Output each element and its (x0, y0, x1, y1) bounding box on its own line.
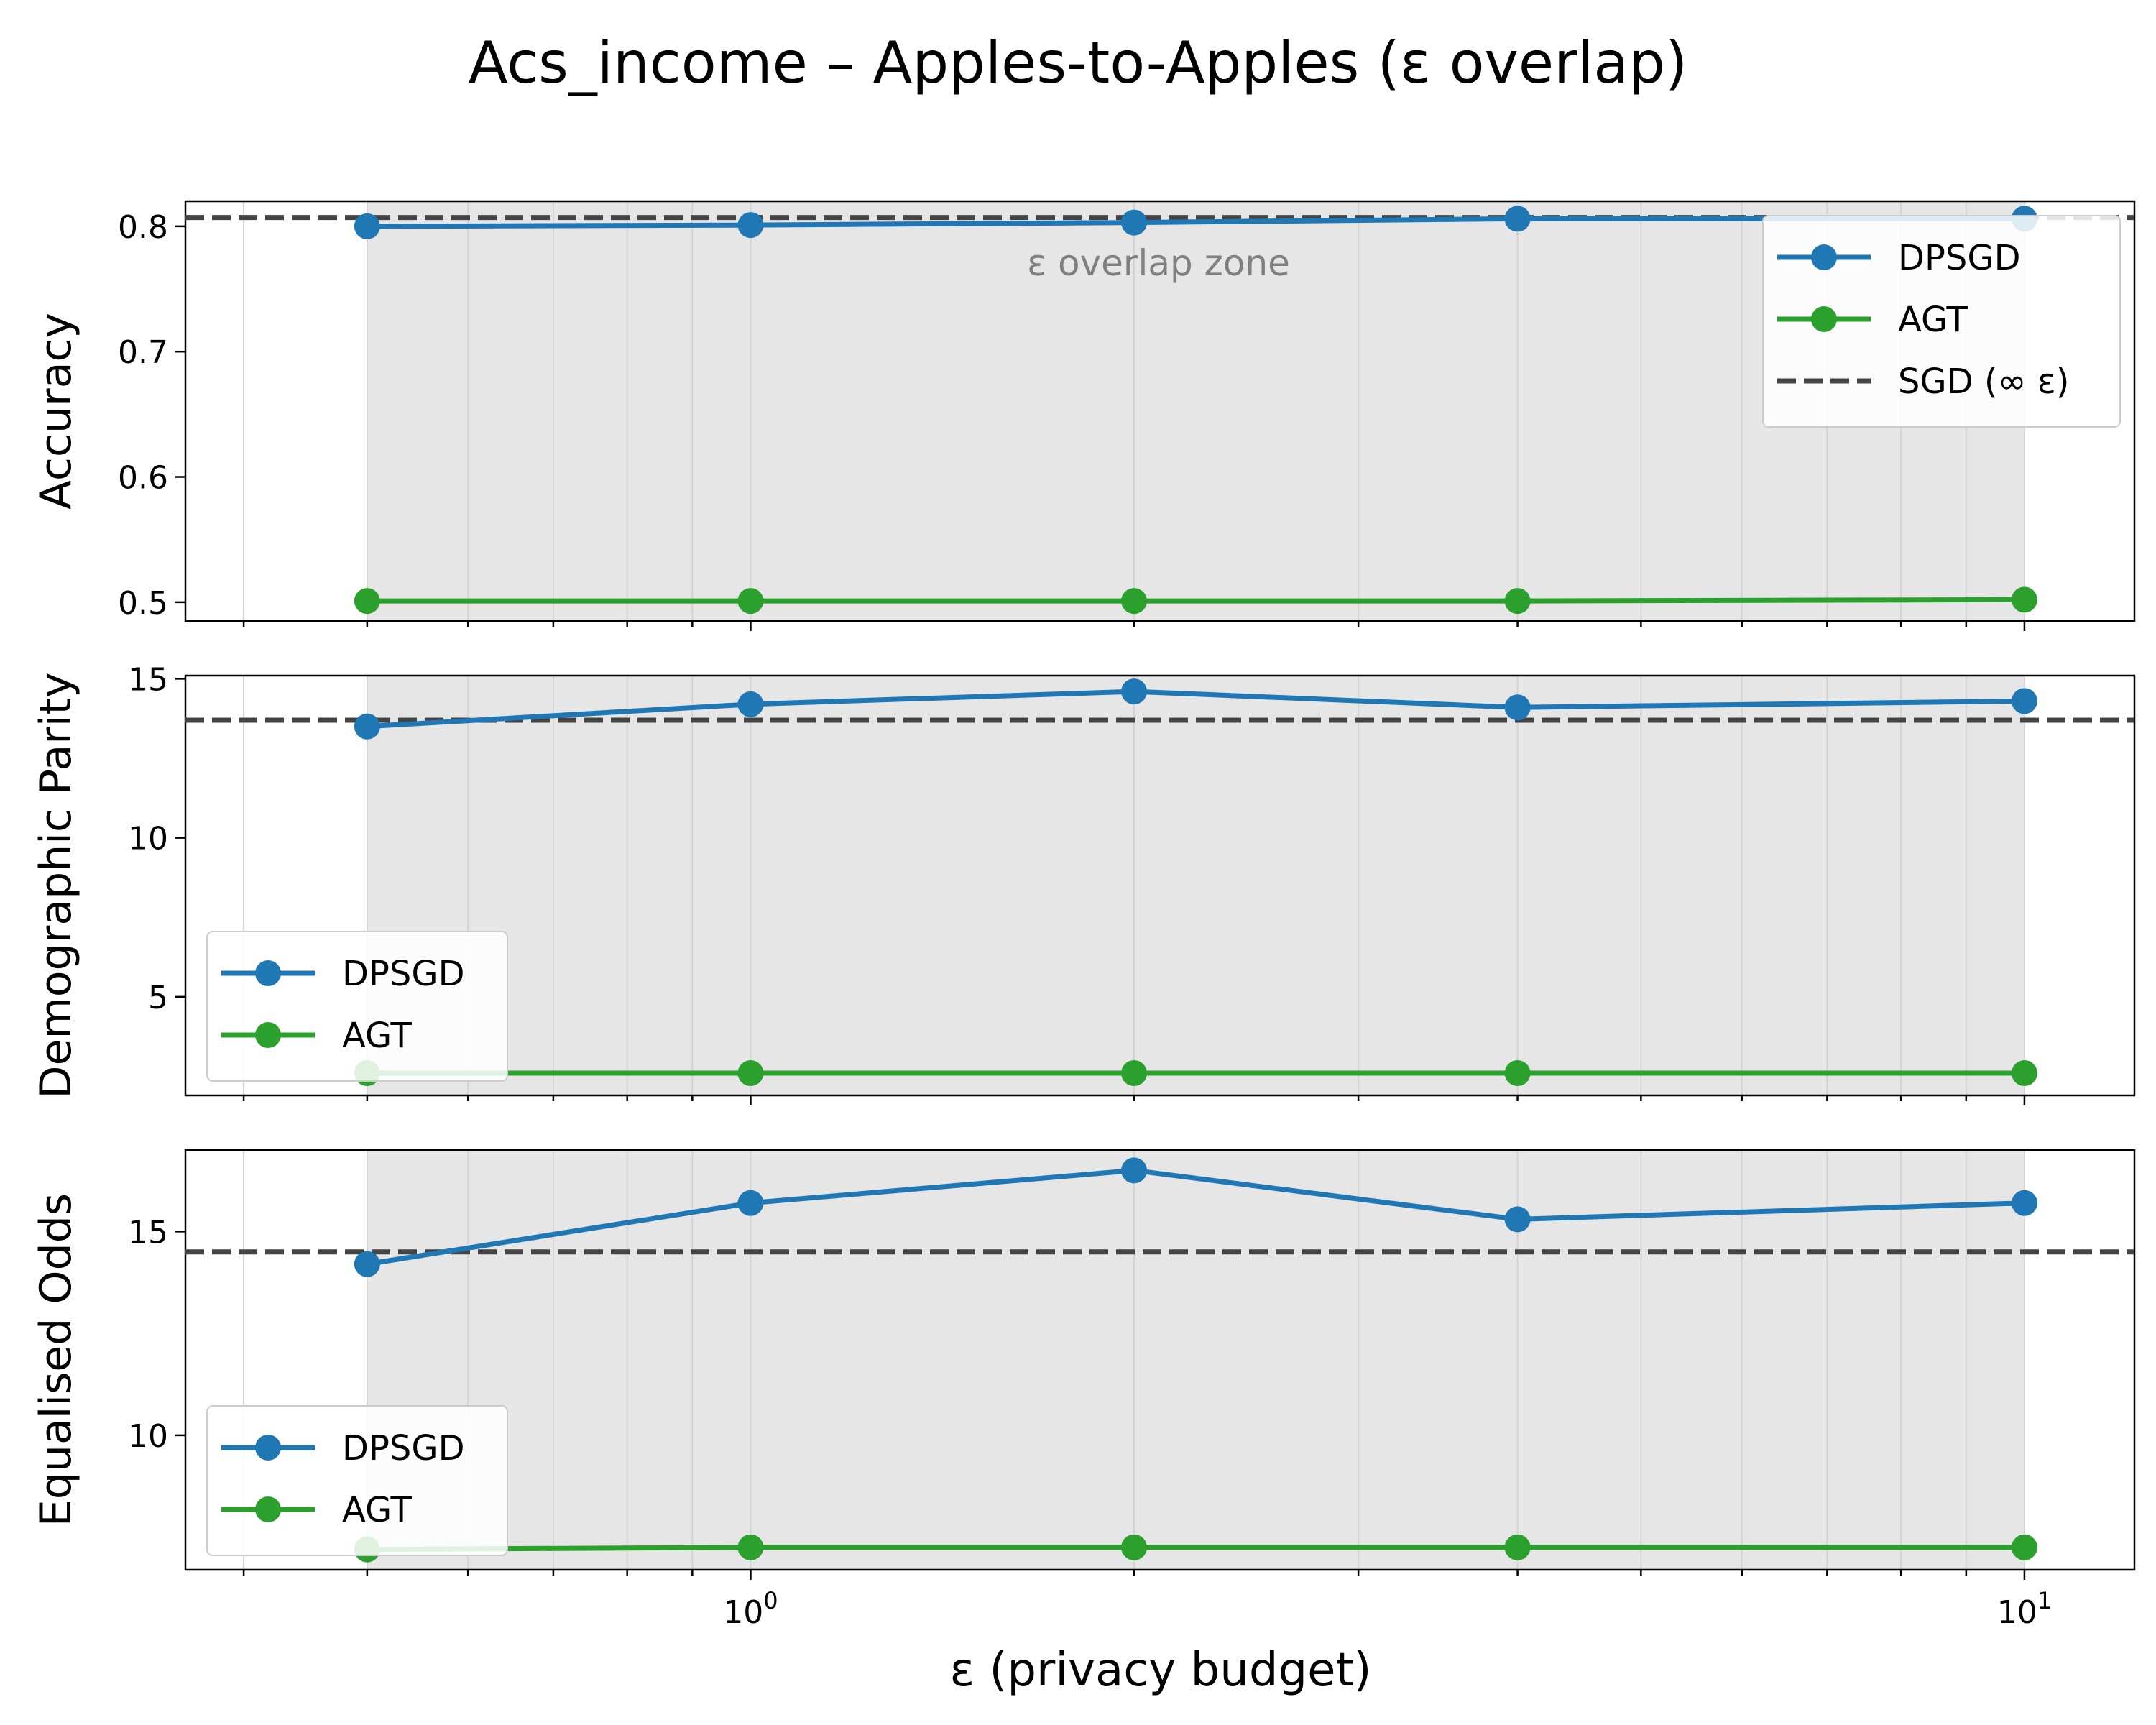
y-tick-label: 0.5 (118, 585, 168, 622)
data-point-dpsgd (737, 212, 764, 239)
panel-1: 0.5 0.6 0.7 0.8 Accuracy ε overlap zone DPSGD A… (31, 200, 2136, 631)
legend-box (1762, 215, 2121, 428)
legend-label: AGT (342, 1490, 412, 1530)
data-point-agt (354, 588, 380, 615)
data-point-agt (1504, 1060, 1531, 1087)
data-point-agt (1504, 588, 1531, 615)
data-point-agt (737, 1534, 764, 1560)
data-point-agt (1504, 1534, 1531, 1560)
data-point-dpsgd (737, 1190, 764, 1216)
legend-label: SGD (∞ ε) (1898, 362, 2070, 402)
overlap-zone (367, 676, 2024, 1095)
legend-label: AGT (342, 1016, 412, 1056)
data-point-agt (2011, 1060, 2037, 1087)
y-tick-label: 15 (128, 661, 168, 698)
data-point-dpsgd (1504, 206, 1531, 232)
axes-frame (184, 200, 2136, 622)
data-point-agt (737, 1060, 764, 1087)
data-point-dpsgd (1121, 678, 1148, 705)
legend-marker (255, 1496, 281, 1522)
legend-marker (255, 1435, 281, 1460)
y-tick-label: 10 (128, 1418, 168, 1455)
data-point-agt (2011, 586, 2037, 613)
data-point-agt (2011, 1534, 2037, 1560)
panel-3: 10 15 Equalised Odds 100 101 DPSGD AGT (31, 1149, 2136, 1631)
legend-label: DPSGD (342, 1428, 465, 1468)
x-axis-label: ε (privacy budget) (950, 1644, 1372, 1697)
series-line-agt (367, 597, 2024, 604)
data-point-dpsgd (1504, 1206, 1531, 1233)
data-point-agt (1121, 1534, 1148, 1560)
y-tick-label: 0.6 (118, 460, 168, 497)
x-tick-label: 101 (1997, 1587, 2052, 1631)
axes-frame (184, 674, 2136, 1097)
legend-box (206, 1405, 508, 1556)
data-point-agt (737, 588, 764, 615)
y-tick-label: 0.8 (118, 209, 168, 246)
data-point-dpsgd (1504, 694, 1531, 721)
legend-marker (1811, 306, 1837, 332)
y-axis-label: Accuracy (31, 313, 81, 510)
y-axis-label: Demographic Parity (31, 672, 81, 1098)
data-point-agt (1121, 588, 1148, 615)
legend-marker (1811, 244, 1837, 270)
legend-label: DPSGD (1898, 238, 2021, 278)
data-point-agt (1121, 1060, 1148, 1087)
data-point-dpsgd (354, 713, 380, 740)
overlap-zone (367, 201, 2024, 621)
legend-label: AGT (1898, 300, 1968, 340)
data-point-dpsgd (2011, 1190, 2037, 1216)
legend: DPSGD AGT (206, 1405, 508, 1556)
x-tick-label: 100 (723, 1587, 778, 1631)
y-tick-label: 5 (148, 980, 168, 1016)
legend-box (206, 931, 508, 1082)
data-point-dpsgd (2011, 688, 2037, 714)
legend: DPSGD AGT (206, 931, 508, 1082)
legend-label: DPSGD (342, 954, 465, 994)
data-point-dpsgd (354, 213, 380, 239)
legend-marker (255, 1022, 281, 1048)
data-point-dpsgd (737, 691, 764, 717)
axes-frame (184, 1149, 2136, 1571)
data-point-dpsgd (1121, 209, 1148, 236)
y-tick-label: 10 (128, 821, 168, 857)
data-point-dpsgd (354, 1251, 380, 1277)
y-tick-label: 0.7 (118, 334, 168, 371)
y-tick-label: 15 (128, 1214, 168, 1251)
legend-marker (255, 960, 281, 986)
series-line-agt (367, 1545, 2024, 1552)
panel-2: 5 10 15 Demographic Parity DPSGD AGT (31, 661, 2136, 1105)
chart-title: Acs_income – Apples-to-Apples (ε overlap… (469, 29, 1687, 96)
overlap-zone-label: ε overlap zone (1027, 242, 1290, 284)
y-axis-label: Equalised Odds (31, 1193, 81, 1527)
data-point-dpsgd (1121, 1157, 1148, 1184)
legend: DPSGD AGT SGD (∞ ε) (1762, 215, 2121, 428)
